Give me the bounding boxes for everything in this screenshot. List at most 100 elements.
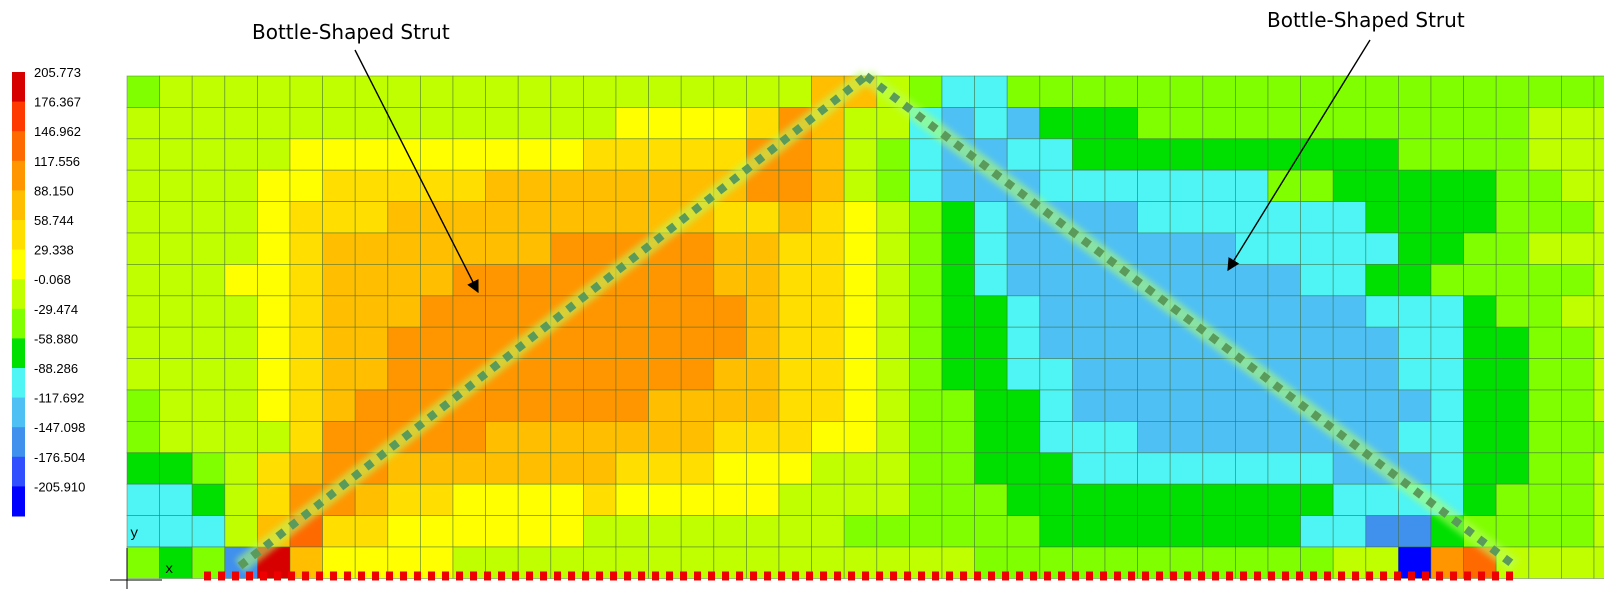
mesh-element — [811, 358, 845, 391]
mesh-element — [1235, 452, 1269, 485]
mesh-element — [517, 75, 552, 108]
mesh-element — [191, 263, 226, 297]
mesh-element — [1235, 420, 1269, 454]
mesh-element — [419, 358, 454, 391]
color-legend: 205.773 176.367 146.962 117.556 88.150 58.744… — [12, 65, 85, 517]
mesh-element — [941, 358, 975, 391]
mesh-element — [1495, 295, 1530, 328]
mesh-element — [1561, 232, 1595, 265]
legend-swatch — [12, 279, 25, 310]
mesh-element — [680, 138, 715, 171]
mesh-element — [126, 358, 160, 391]
mesh-element — [941, 326, 975, 360]
mesh-element — [322, 201, 356, 234]
mesh-element — [126, 452, 160, 485]
mesh-element — [452, 515, 486, 548]
mesh-element — [517, 358, 552, 391]
mesh-element — [680, 263, 715, 297]
mesh-element — [191, 75, 226, 108]
mesh-element — [159, 420, 193, 454]
mesh-element — [746, 515, 780, 548]
mesh-element — [1039, 483, 1073, 517]
mesh-element — [256, 483, 291, 517]
mesh-element — [419, 138, 454, 171]
mesh-element — [224, 169, 258, 202]
mesh-element — [159, 515, 193, 548]
mesh-element — [256, 232, 291, 265]
mesh-element — [517, 515, 552, 548]
mesh-element — [1072, 263, 1106, 297]
mesh-element — [1072, 420, 1106, 454]
mesh-element — [1398, 232, 1432, 265]
mesh-element — [811, 138, 845, 171]
mesh-element — [1430, 232, 1464, 265]
mesh-element — [550, 389, 584, 422]
mesh-element — [680, 232, 715, 265]
right-strut-dotted-line — [863, 72, 1518, 570]
mesh-element — [1039, 232, 1073, 265]
mesh-element — [387, 232, 421, 265]
mesh-element — [517, 483, 552, 517]
mesh-element — [452, 420, 486, 454]
mesh-element — [517, 169, 552, 202]
mesh-element — [1235, 295, 1269, 328]
mesh-element — [1528, 263, 1562, 297]
mesh-element — [1365, 389, 1399, 422]
mesh-element — [1267, 138, 1301, 171]
legend-swatch — [12, 427, 25, 458]
mesh-element — [713, 389, 747, 422]
mesh-element — [1365, 358, 1399, 391]
mesh-element — [126, 169, 160, 202]
mesh-element — [1398, 263, 1432, 297]
mesh-element — [876, 295, 910, 328]
mesh-element — [1463, 201, 1497, 234]
mesh-element — [1006, 107, 1041, 140]
mesh-element — [224, 201, 258, 234]
mesh-element — [615, 326, 649, 360]
mesh-element — [159, 326, 193, 360]
mesh-element — [583, 326, 617, 360]
mesh-element — [811, 169, 845, 202]
mesh-element — [159, 389, 193, 422]
mesh-element — [1137, 483, 1171, 517]
mesh-element — [1104, 201, 1138, 234]
mesh-element — [1235, 75, 1269, 108]
mesh-element — [909, 295, 943, 328]
mesh-element — [974, 483, 1008, 517]
mesh-element — [1006, 75, 1041, 108]
mesh-element — [746, 232, 780, 265]
mesh-element — [1235, 169, 1269, 202]
mesh-element — [452, 295, 486, 328]
mesh-element — [419, 295, 454, 328]
mesh-element — [126, 75, 160, 108]
mesh-element — [1300, 107, 1334, 140]
mesh-element — [256, 452, 291, 485]
mesh-element — [941, 483, 975, 517]
mesh-element — [289, 138, 323, 171]
mesh-element — [876, 420, 910, 454]
mesh-element — [1006, 263, 1041, 297]
mesh-element — [1528, 483, 1562, 517]
mesh-element — [648, 169, 682, 202]
mesh-element — [1593, 452, 1604, 485]
mesh-element — [583, 138, 617, 171]
mesh-element — [1332, 138, 1367, 171]
mesh-element — [419, 201, 454, 234]
mesh-element — [159, 358, 193, 391]
mesh-element — [843, 420, 878, 454]
mesh-element — [452, 232, 486, 265]
mesh-element — [1593, 483, 1604, 517]
legend-label: 117.556 — [34, 154, 80, 169]
mesh-element — [1202, 169, 1236, 202]
mesh-element — [1593, 326, 1604, 360]
mesh-element — [1072, 515, 1106, 548]
mesh-element — [843, 169, 878, 202]
mesh-element — [1267, 263, 1301, 297]
legend-label: -58.880 — [34, 331, 78, 346]
mesh-element — [746, 389, 780, 422]
mesh-element — [680, 358, 715, 391]
mesh-element — [909, 263, 943, 297]
legend-swatch — [12, 190, 25, 221]
mesh-element — [876, 358, 910, 391]
mesh-element — [680, 295, 715, 328]
